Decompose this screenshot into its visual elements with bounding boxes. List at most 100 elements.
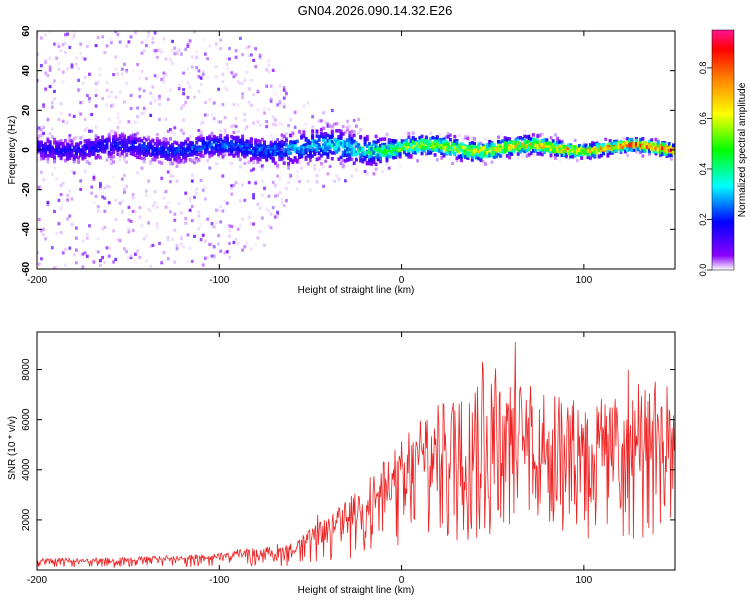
heatmap-cell [385,158,389,163]
heatmap-cell [147,135,151,140]
heatmap-cell [407,145,411,149]
heatmap-cell [114,139,118,144]
heatmap-cell [61,251,65,255]
heatmap-cell [514,139,518,143]
heatmap-cell [162,140,166,145]
heatmap-cell [341,144,345,149]
heatmap-cell [407,150,411,155]
heatmap-cell [96,153,100,158]
heatmap-cell [363,137,367,141]
heatmap-cell [578,144,581,148]
heatmap-cell [225,201,229,205]
heatmap-cell [129,151,133,156]
heatmap-cell [77,155,81,160]
heatmap-cell [212,151,216,156]
heatmap-cell [361,153,365,158]
heatmap-cell [626,137,630,141]
snr-frame [36,331,676,571]
heatmap-cell [372,142,376,146]
heatmap-cell [540,147,544,152]
heatmap-cell [374,155,378,159]
heatmap-cell [101,147,105,151]
heatmap-cell [335,129,339,133]
heatmap-cell [311,143,315,147]
colorbar-gradient [712,30,734,270]
heatmap-cell [499,148,503,152]
heatmap-cell [409,155,413,159]
heatmap-cell [74,155,78,159]
heatmap-cell [166,235,170,239]
heatmap-cell [173,132,177,137]
heatmap-cell [284,143,288,147]
heatmap-cell [151,243,155,247]
heatmap-cell [556,143,560,148]
heatmap-cell [230,149,234,153]
heatmap-cell [236,157,240,161]
heatmap-cell [180,211,183,215]
heatmap-cell [370,153,374,158]
heatmap-cell [142,89,146,93]
heatmap-cell [300,145,304,149]
heatmap-cell [597,154,601,158]
heatmap-cell [534,143,538,148]
heatmap-cell [547,141,551,145]
heatmap-cell [85,45,89,49]
heatmap-cell [57,140,61,144]
heatmap-cell [158,241,161,246]
heatmap-cell [420,140,424,145]
heatmap-cell [529,146,533,150]
heatmap-cell [184,147,188,152]
heatmap-cell [387,166,391,170]
heatmap-cell [330,144,334,149]
heatmap-cell [228,143,231,147]
heatmap-cell [298,160,301,164]
heatmap-cell [578,151,581,155]
heatmap-cell [70,143,74,147]
heatmap-cell [217,87,220,91]
heatmap-cell [151,152,155,157]
heatmap-cell [514,141,518,146]
heatmap-cell [357,151,361,156]
heatmap-cell [372,156,376,160]
heatmap-cell [530,133,533,137]
heatmap-cell [608,142,612,146]
heatmap-cell [394,155,398,159]
heatmap-cell [317,119,321,123]
heatmap-cell [127,136,131,141]
y-tick-label: 2000 [21,508,32,531]
heatmap-cell [147,31,150,35]
heatmap-cell [85,160,89,164]
heatmap-cell [444,148,448,152]
heatmap-cell [66,121,69,125]
heatmap-cell [107,185,111,189]
heatmap-cell [300,133,304,137]
heatmap-cell [621,143,625,147]
spectrogram-x-axis-label: Height of straight line (km) [298,285,415,296]
heatmap-cell [57,222,61,226]
heatmap-cell [328,164,332,169]
heatmap-cell [153,147,157,152]
heatmap-cell [562,152,566,157]
heatmap-cell [223,130,227,134]
heatmap-cell [83,75,87,80]
heatmap-cell [352,118,356,123]
heatmap-cell [110,157,113,161]
heatmap-cell [68,246,72,250]
heatmap-cell [155,150,159,154]
heatmap-cell [140,40,144,45]
heatmap-cell [212,254,216,258]
heatmap-cell [431,147,435,151]
heatmap-cell [429,150,433,155]
heatmap-cell [129,254,133,258]
heatmap-cell [389,141,393,146]
heatmap-cell [453,134,457,139]
heatmap-cell [199,131,203,135]
heatmap-cell [204,239,207,243]
heatmap-cell [545,148,549,152]
heatmap-cell [322,165,325,169]
heatmap-cell [615,143,619,148]
heatmap-cell [352,147,356,152]
heatmap-cell [392,142,396,147]
heatmap-cell [79,179,83,183]
